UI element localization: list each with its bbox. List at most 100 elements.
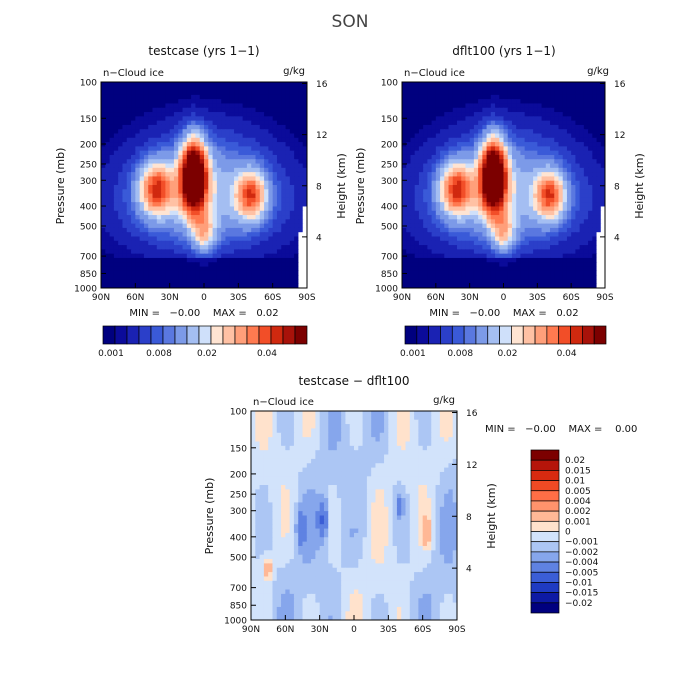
heatmap-cell (143, 82, 149, 87)
heatmap-cell (118, 129, 124, 135)
heatmap-cell (588, 154, 593, 160)
heatmap-cell (550, 236, 555, 242)
heatmap-cell (246, 90, 252, 96)
heatmap-cell (204, 133, 209, 139)
heatmap-cell (588, 86, 593, 92)
heatmap-cell (588, 197, 593, 203)
latitude-tick-label: 30S (529, 293, 546, 303)
heatmap-cell (191, 146, 197, 152)
heatmap-cell (592, 197, 598, 203)
heatmap-cell (195, 236, 201, 242)
heatmap-cell (289, 227, 295, 233)
heatmap-cell (452, 232, 458, 238)
heatmap-cell (469, 180, 475, 186)
heatmap-cell (272, 150, 278, 156)
heatmap-cell (592, 180, 598, 186)
heatmap-cell (444, 137, 450, 143)
heatmap-cell (238, 159, 244, 165)
heatmap-cell (234, 245, 239, 250)
heatmap-cell (524, 124, 530, 130)
heatmap-cell (384, 424, 389, 430)
heatmap-cell (533, 99, 538, 105)
heatmap-cell (199, 154, 205, 160)
heatmap-cell (319, 419, 325, 425)
heatmap-cell (409, 415, 415, 421)
heatmap-cell (414, 283, 420, 288)
heatmap-cell (173, 219, 179, 225)
heatmap-cell (186, 283, 192, 288)
heatmap-cell (575, 249, 581, 255)
heatmap-cell (173, 279, 179, 285)
heatmap-cell (366, 419, 372, 425)
heatmap-cell (122, 197, 128, 203)
heatmap-cell (298, 167, 304, 173)
heatmap-cell (550, 103, 555, 109)
heatmap-cell (566, 82, 572, 87)
heatmap-cell (592, 133, 598, 139)
heatmap-cell (234, 180, 239, 186)
heatmap-cell (161, 82, 166, 87)
heatmap-cell (259, 185, 265, 190)
heatmap-cell (406, 232, 412, 238)
heatmap-cell (528, 90, 534, 96)
heatmap-cell (507, 112, 513, 117)
heatmap-cell (490, 167, 496, 173)
heatmap-cell (444, 116, 450, 122)
heatmap-cell (545, 142, 551, 147)
heatmap-cell (533, 262, 538, 268)
heatmap-cell (122, 120, 128, 126)
heatmap-cell (528, 262, 534, 268)
heatmap-cell (566, 172, 572, 178)
heatmap-cell (113, 236, 119, 242)
heatmap-cell (410, 86, 416, 92)
heatmap-cell (268, 137, 274, 143)
heatmap-cell (511, 249, 517, 255)
colorbar-label: 0.04 (557, 349, 577, 359)
heatmap-cell (402, 283, 407, 288)
heatmap-cell (550, 124, 555, 130)
heatmap-cell (550, 146, 555, 152)
heatmap-cell (182, 206, 188, 212)
heatmap-cell (566, 245, 572, 250)
heatmap-cell (289, 133, 295, 139)
heatmap-cell (122, 219, 128, 225)
heatmap-cell (486, 223, 492, 229)
heatmap-cell (469, 245, 475, 250)
pressure-tick-label: 300 (80, 177, 97, 187)
heatmap-cell (173, 99, 179, 105)
heatmap-cell (169, 185, 175, 190)
heatmap-cell (469, 249, 475, 255)
heatmap-cell (302, 129, 307, 135)
heatmap-cell (562, 189, 568, 195)
heatmap-cell (435, 86, 441, 92)
heatmap-cell (579, 107, 585, 113)
heatmap-cell (212, 219, 218, 225)
heatmap-cell (225, 107, 231, 113)
heatmap-cell (161, 240, 166, 246)
heatmap-cell (473, 249, 479, 255)
heatmap-cell (469, 223, 475, 229)
heatmap-cell (588, 137, 593, 143)
heatmap-cell (234, 223, 239, 229)
heatmap-cell (418, 275, 424, 281)
heatmap-cell (588, 129, 593, 135)
heatmap-cell (524, 129, 530, 135)
heatmap-cell (490, 202, 496, 208)
heatmap-cell (101, 180, 106, 186)
heatmap-cell (126, 270, 132, 276)
heatmap-cell (541, 163, 547, 169)
heatmap-cell (482, 275, 488, 281)
heatmap-cell (528, 112, 534, 117)
heatmap-cell (126, 159, 132, 165)
heatmap-cell (503, 103, 509, 109)
heatmap-cell (541, 99, 547, 105)
heatmap-cell (600, 270, 605, 276)
heatmap-cell (126, 210, 132, 216)
heatmap-cell (410, 206, 416, 212)
heatmap-cell (414, 112, 420, 117)
heatmap-cell (583, 154, 589, 160)
heatmap-cell (444, 249, 450, 255)
heatmap-cell (452, 279, 458, 285)
heatmap-cell (596, 197, 602, 203)
heatmap-cell (255, 163, 261, 169)
